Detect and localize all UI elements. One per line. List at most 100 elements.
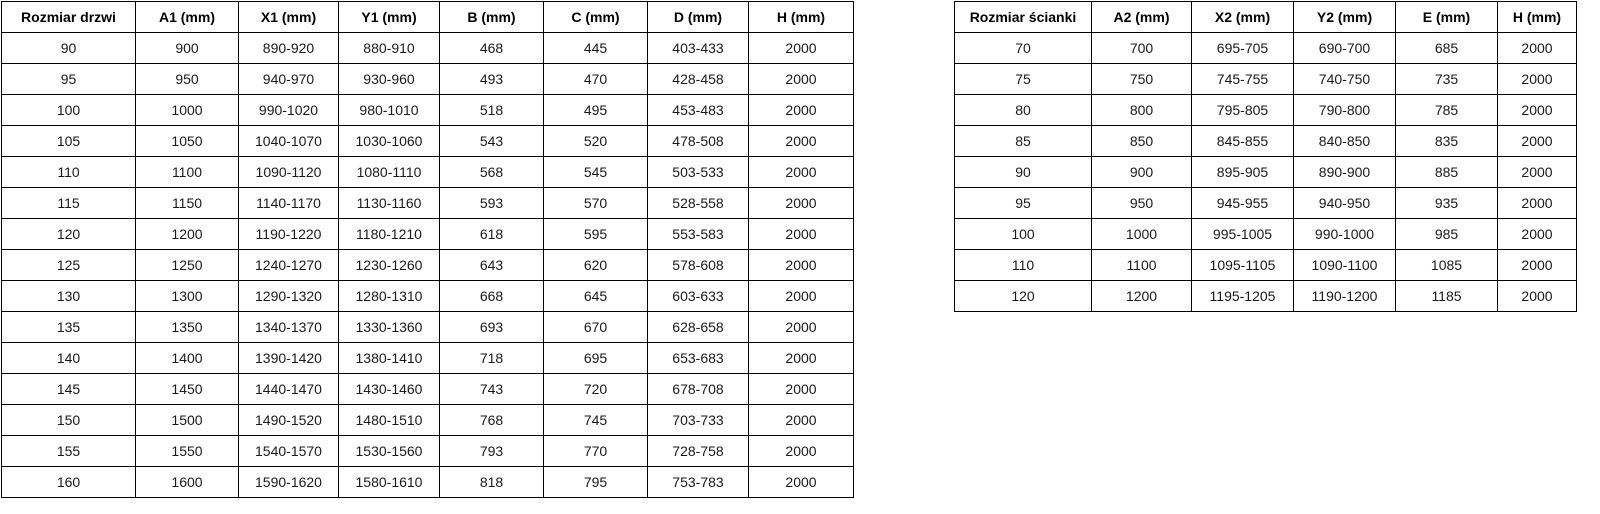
table-cell: 90	[1, 32, 136, 64]
table-cell: 1000	[135, 94, 239, 126]
table-cell: 653-683	[647, 342, 749, 374]
table-cell: 1550	[135, 435, 239, 467]
table-cell: 1250	[135, 249, 239, 281]
table-cell: 1090-1120	[238, 156, 339, 188]
table-cell: 1400	[135, 342, 239, 374]
table-cell: 2000	[1497, 218, 1577, 250]
table-cell: 503-533	[647, 156, 749, 188]
table-cell: 1490-1520	[238, 404, 339, 436]
table-cell: 2000	[748, 342, 854, 374]
table-cell: 845-855	[1191, 125, 1294, 157]
table-row: 140 1400 1390-1420 1380-1410 718 695 653-683 20…	[1, 342, 854, 374]
table-cell: 1095-1105	[1191, 249, 1294, 281]
wall-size-table: Rozmiar ścianki A2 (mm) X2 (mm) Y2 (mm) E (m…	[954, 1, 1577, 312]
table-cell: 895-905	[1191, 156, 1294, 188]
table-cell: 990-1000	[1293, 218, 1396, 250]
header-cell: Y2 (mm)	[1293, 1, 1396, 33]
table-cell: 685	[1395, 32, 1498, 64]
table-cell: 453-483	[647, 94, 749, 126]
table-cell: 890-900	[1293, 156, 1396, 188]
table-cell: 790-800	[1293, 94, 1396, 126]
table-cell: 718	[439, 342, 544, 374]
table-row: 105 1050 1040-1070 1030-1060 543 520 478-508 20…	[1, 125, 854, 157]
table-cell: 2000	[1497, 156, 1577, 188]
door-table-body: 90 900 890-920 880-910 468 445 403-433 2000 95 95…	[1, 32, 854, 498]
table-cell: 693	[439, 311, 544, 343]
door-table-head: Rozmiar drzwi A1 (mm) X1 (mm) Y1 (mm) B (mm)…	[1, 1, 854, 33]
table-cell: 670	[543, 311, 648, 343]
wall-table-header-row: Rozmiar ścianki A2 (mm) X2 (mm) Y2 (mm) E (m…	[954, 1, 1577, 33]
table-cell: 1200	[135, 218, 239, 250]
header-cell: Y1 (mm)	[338, 1, 440, 33]
table-cell: 145	[1, 373, 136, 405]
table-cell: 930-960	[338, 63, 440, 95]
table-cell: 2000	[748, 249, 854, 281]
table-cell: 115	[1, 187, 136, 219]
table-cell: 478-508	[647, 125, 749, 157]
table-cell: 570	[543, 187, 648, 219]
table-cell: 850	[1091, 125, 1192, 157]
table-row: 110 1100 1095-1105 1090-1100 1085 2000	[954, 249, 1577, 281]
table-cell: 553-583	[647, 218, 749, 250]
table-cell: 940-970	[238, 63, 339, 95]
table-cell: 618	[439, 218, 544, 250]
table-cell: 900	[1091, 156, 1192, 188]
table-cell: 793	[439, 435, 544, 467]
table-row: 110 1100 1090-1120 1080-1110 568 545 503-533 20…	[1, 156, 854, 188]
header-cell: E (mm)	[1395, 1, 1498, 33]
header-cell: A2 (mm)	[1091, 1, 1192, 33]
table-cell: 2000	[748, 280, 854, 312]
table-cell: 2000	[748, 404, 854, 436]
table-cell: 1580-1610	[338, 466, 440, 498]
table-cell: 643	[439, 249, 544, 281]
table-cell: 2000	[748, 63, 854, 95]
table-cell: 1195-1205	[1191, 280, 1294, 312]
table-cell: 745	[543, 404, 648, 436]
table-cell: 900	[135, 32, 239, 64]
table-cell: 745-755	[1191, 63, 1294, 95]
table-cell: 1000	[1091, 218, 1192, 250]
table-cell: 1500	[135, 404, 239, 436]
table-cell: 703-733	[647, 404, 749, 436]
table-row: 70 700 695-705 690-700 685 2000	[954, 32, 1577, 64]
table-cell: 768	[439, 404, 544, 436]
table-cell: 595	[543, 218, 648, 250]
table-cell: 2000	[748, 218, 854, 250]
table-cell: 678-708	[647, 373, 749, 405]
table-row: 95 950 945-955 940-950 935 2000	[954, 187, 1577, 219]
table-cell: 155	[1, 435, 136, 467]
table-cell: 795-805	[1191, 94, 1294, 126]
table-cell: 1430-1460	[338, 373, 440, 405]
table-cell: 1480-1510	[338, 404, 440, 436]
table-cell: 985	[1395, 218, 1498, 250]
table-cell: 935	[1395, 187, 1498, 219]
table-cell: 2000	[1497, 94, 1577, 126]
wall-table-body: 70 700 695-705 690-700 685 2000 75 750 745-755 74…	[954, 32, 1577, 312]
table-cell: 690-700	[1293, 32, 1396, 64]
table-cell: 945-955	[1191, 187, 1294, 219]
table-cell: 890-920	[238, 32, 339, 64]
header-cell: X2 (mm)	[1191, 1, 1294, 33]
table-cell: 720	[543, 373, 648, 405]
table-cell: 840-850	[1293, 125, 1396, 157]
table-cell: 995-1005	[1191, 218, 1294, 250]
header-cell: Rozmiar ścianki	[954, 1, 1092, 33]
table-cell: 695-705	[1191, 32, 1294, 64]
table-row: 95 950 940-970 930-960 493 470 428-458 2000	[1, 63, 854, 95]
table-cell: 2000	[1497, 63, 1577, 95]
table-cell: 1080-1110	[338, 156, 440, 188]
table-cell: 1230-1260	[338, 249, 440, 281]
table-cell: 950	[135, 63, 239, 95]
table-cell: 518	[439, 94, 544, 126]
table-cell: 753-783	[647, 466, 749, 498]
table-cell: 795	[543, 466, 648, 498]
table-cell: 800	[1091, 94, 1192, 126]
table-cell: 880-910	[338, 32, 440, 64]
table-cell: 1340-1370	[238, 311, 339, 343]
table-cell: 110	[954, 249, 1092, 281]
table-cell: 2000	[748, 32, 854, 64]
table-cell: 493	[439, 63, 544, 95]
table-cell: 2000	[748, 125, 854, 157]
table-cell: 80	[954, 94, 1092, 126]
table-cell: 120	[1, 218, 136, 250]
